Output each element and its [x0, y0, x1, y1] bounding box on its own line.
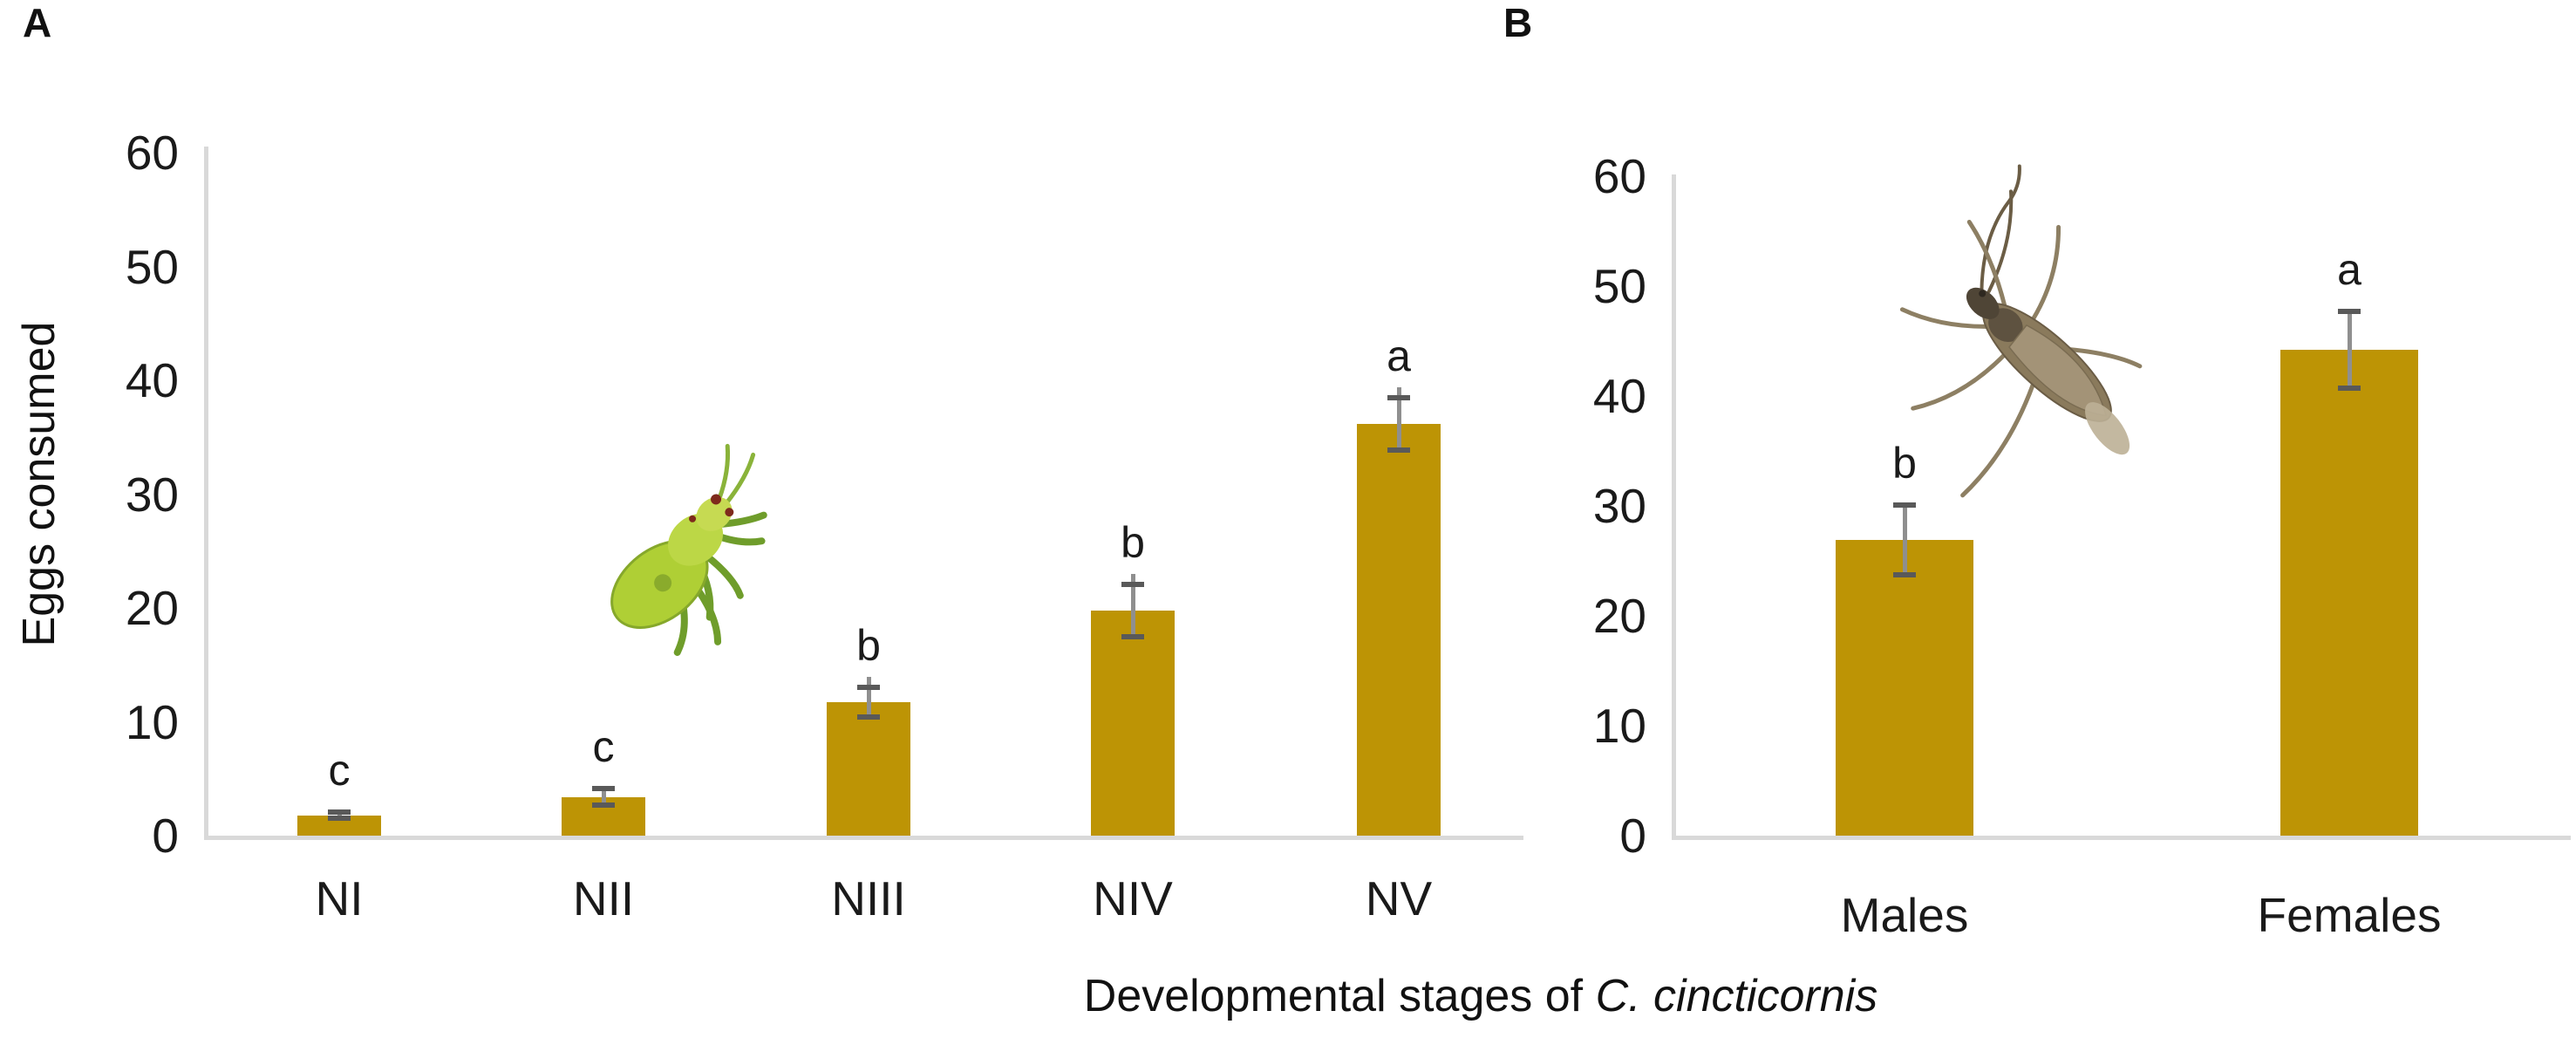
error-bar-top-cap — [857, 685, 880, 691]
error-bar-line — [337, 811, 342, 819]
bug-pronotum — [1988, 308, 2023, 343]
sig-letter-females: a — [2337, 244, 2361, 294]
error-bar-line — [1397, 386, 1401, 450]
x-category-label-females: Females — [2257, 888, 2442, 942]
caption-species-name: C. cincticornis — [1595, 971, 1878, 1021]
error-bar-top-cap — [1121, 581, 1144, 587]
y-tick-label: 50 — [125, 239, 179, 294]
bar-niii — [827, 702, 910, 836]
error-bar-line — [2348, 311, 2352, 389]
nymph-antennae — [717, 443, 756, 506]
y-tick-label: 50 — [1592, 259, 1646, 313]
error-bar-bottom-cap — [328, 816, 351, 822]
panel-b-x-axis-line — [1672, 836, 2571, 840]
panel-a-y-axis-line — [204, 147, 208, 840]
error-bar-bottom-cap — [857, 714, 880, 720]
panel-b-y-axis-line — [1672, 174, 1676, 840]
error-bar-bottom-cap — [592, 802, 615, 808]
nymph-spot — [689, 515, 697, 522]
bug-eye — [1979, 290, 1987, 297]
bug-antennae — [1980, 164, 2021, 294]
error-bar-top-cap — [328, 809, 351, 815]
bug-head — [1966, 287, 2000, 319]
bar-ni — [297, 815, 381, 836]
bar-niv — [1091, 610, 1175, 836]
bug-wing-membrane — [2085, 402, 2130, 455]
nymph-spot — [654, 574, 672, 592]
y-tick-label: 20 — [1592, 589, 1646, 643]
panel-b-label: B — [1503, 0, 1533, 45]
x-category-label-males: Males — [1840, 888, 1969, 942]
panel-a-label: A — [23, 0, 52, 45]
sig-letter-males: b — [1892, 438, 1917, 488]
error-bar-top-cap — [2338, 308, 2361, 314]
y-tick-label: 30 — [1592, 479, 1646, 533]
error-bar-top-cap — [1893, 502, 1916, 508]
error-bar-bottom-cap — [1893, 572, 1916, 578]
bar-males — [1836, 540, 1973, 836]
y-tick-label: 0 — [1619, 809, 1646, 863]
bar-females — [2280, 350, 2418, 836]
error-bar-top-cap — [592, 786, 615, 792]
sig-letter-ni: c — [328, 745, 351, 795]
x-category-label-ni: NI — [315, 871, 364, 925]
y-tick-label: 20 — [125, 581, 179, 635]
error-bar-line — [1903, 504, 1907, 576]
y-tick-label: 60 — [1592, 149, 1646, 203]
nymph-head — [696, 496, 733, 531]
sig-letter-nv: a — [1387, 331, 1411, 380]
error-bar-line — [1131, 573, 1135, 637]
y-tick-label: 40 — [1592, 369, 1646, 423]
y-tick-label: 10 — [125, 694, 179, 749]
error-bar-bottom-cap — [2338, 386, 2361, 392]
y-tick-label: 10 — [1592, 699, 1646, 753]
x-category-label-nv: NV — [1365, 871, 1433, 925]
x-category-label-niv: NIV — [1093, 871, 1173, 925]
sig-letter-niv: b — [1121, 517, 1145, 567]
caption-text: Developmental stages of — [1083, 971, 1596, 1021]
sig-letter-nii: c — [592, 722, 615, 772]
panel-a-x-axis-line — [204, 836, 1523, 840]
adult-bug-image — [1899, 164, 2143, 498]
bar-nv — [1357, 423, 1441, 836]
sig-letter-niii: b — [856, 621, 881, 671]
error-bar-line — [602, 789, 606, 805]
y-tick-label: 30 — [125, 467, 179, 522]
error-bar-line — [867, 677, 871, 718]
y-tick-label: 0 — [152, 809, 179, 863]
y-tick-label: 40 — [125, 353, 179, 407]
nymph-eye — [725, 508, 734, 517]
x-axis-caption: Developmental stages of C. cincticornis — [349, 970, 2576, 1022]
error-bar-top-cap — [1387, 394, 1410, 400]
green-nymph-image — [610, 443, 767, 656]
x-category-label-niii: NIII — [831, 871, 906, 925]
y-tick-label: 60 — [125, 126, 179, 180]
nymph-eye — [711, 494, 722, 505]
error-bar-bottom-cap — [1121, 633, 1144, 639]
error-bar-bottom-cap — [1387, 447, 1410, 453]
x-category-label-nii: NII — [572, 871, 635, 925]
